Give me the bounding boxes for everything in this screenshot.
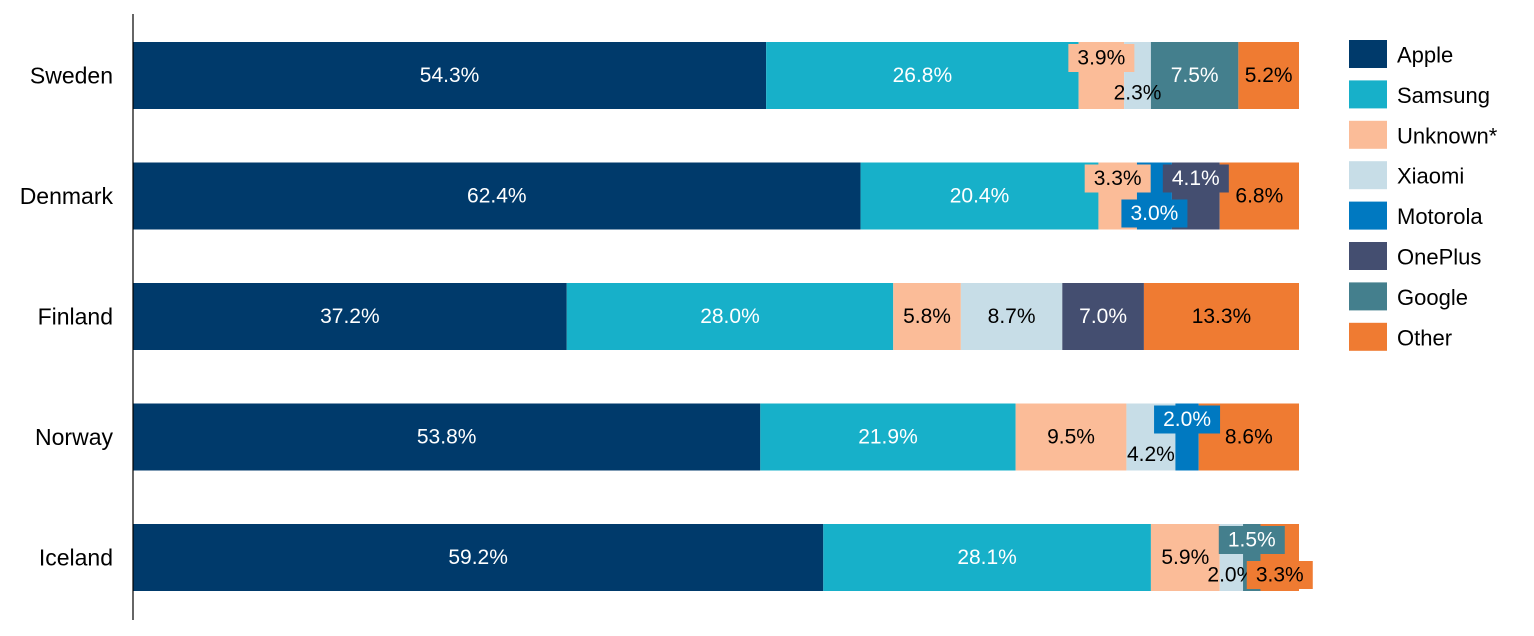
legend-swatch-oneplus xyxy=(1349,242,1387,270)
data-label-apple-sweden: 54.3% xyxy=(420,64,480,87)
data-label-other-sweden: 5.2% xyxy=(1245,64,1293,87)
data-label-box-oneplus-denmark xyxy=(1162,164,1229,193)
data-label-box-unknown-sweden xyxy=(1068,44,1135,72)
category-label-denmark: Denmark xyxy=(20,183,114,209)
category-label-iceland: Iceland xyxy=(39,545,113,571)
data-label-xiaomi-norway: 4.2% xyxy=(1127,443,1175,466)
legend-swatch-other xyxy=(1349,322,1387,351)
legend-label-google: Google xyxy=(1397,285,1468,310)
data-label-other-denmark: 6.8% xyxy=(1235,185,1283,208)
legend-swatch-motorola xyxy=(1349,201,1387,230)
bar-apple-iceland xyxy=(133,524,824,591)
bar-google-sweden xyxy=(1150,42,1239,109)
data-label-other-norway: 8.6% xyxy=(1225,426,1273,449)
data-label-samsung-denmark: 20.4% xyxy=(950,185,1010,208)
legend-label-motorola: Motorola xyxy=(1397,204,1483,229)
bar-oneplus-finland xyxy=(1062,283,1144,350)
bar-other-denmark xyxy=(1219,162,1299,230)
data-label-oneplus-finland: 7.0% xyxy=(1079,305,1127,328)
bar-apple-norway xyxy=(133,403,761,471)
data-label-google-iceland: 1.5% xyxy=(1228,529,1276,552)
data-label-apple-norway: 53.8% xyxy=(417,426,477,449)
category-label-finland: Finland xyxy=(38,304,113,330)
bar-unknown-iceland xyxy=(1150,524,1220,591)
data-label-box-other-iceland xyxy=(1246,561,1313,589)
data-label-unknown-sweden: 3.9% xyxy=(1077,47,1125,70)
data-label-xiaomi-iceland: 2.0% xyxy=(1207,564,1255,587)
bar-apple-finland xyxy=(133,283,567,350)
legend-swatch-xiaomi xyxy=(1349,161,1387,190)
data-label-unknown-iceland: 5.9% xyxy=(1161,546,1209,569)
category-label-sweden: Sweden xyxy=(30,63,113,89)
bar-samsung-sweden xyxy=(766,42,1079,109)
bar-apple-denmark xyxy=(133,162,861,230)
data-label-oneplus-denmark: 4.1% xyxy=(1172,167,1220,190)
legend-label-samsung: Samsung xyxy=(1397,83,1490,108)
data-label-other-iceland: 3.3% xyxy=(1256,564,1304,587)
legend-label-apple: Apple xyxy=(1397,43,1453,68)
legend-label-unknown: Unknown* xyxy=(1397,123,1498,148)
bar-other-finland xyxy=(1143,283,1299,350)
data-label-box-unknown-denmark xyxy=(1084,164,1151,193)
legend-swatch-samsung xyxy=(1349,80,1387,109)
data-label-samsung-norway: 21.9% xyxy=(858,426,918,449)
data-label-unknown-finland: 5.8% xyxy=(903,305,951,328)
bar-samsung-finland xyxy=(566,283,894,350)
legend-swatch-google xyxy=(1349,282,1387,311)
data-label-unknown-denmark: 3.3% xyxy=(1094,167,1142,190)
bar-samsung-iceland xyxy=(823,524,1151,591)
bar-samsung-denmark xyxy=(860,162,1099,230)
bars-group xyxy=(133,42,1299,591)
legend-swatch-apple xyxy=(1349,40,1387,68)
bar-xiaomi-finland xyxy=(960,283,1063,350)
legend-label-other: Other xyxy=(1397,325,1452,350)
legend-label-oneplus: OnePlus xyxy=(1397,245,1481,270)
data-label-box-motorola-denmark xyxy=(1121,199,1188,228)
data-label-box-google-iceland xyxy=(1218,526,1285,554)
data-labels-group: 54.3% 26.8% 3.9% 2.3% 7.5% 5.2% 62.4% 20.4% 3.3%… xyxy=(320,44,1313,589)
bar-other-sweden xyxy=(1238,42,1299,109)
category-label-norway: Norway xyxy=(35,424,113,450)
bar-unknown-norway xyxy=(1015,403,1127,471)
bar-samsung-norway xyxy=(760,403,1016,471)
data-label-xiaomi-sweden: 2.3% xyxy=(1114,82,1162,105)
data-label-apple-finland: 37.2% xyxy=(320,305,380,328)
data-label-unknown-norway: 9.5% xyxy=(1047,426,1095,449)
data-label-samsung-iceland: 28.1% xyxy=(957,546,1017,569)
legend-swatch-unknown xyxy=(1349,120,1387,149)
data-label-motorola-norway: 2.0% xyxy=(1163,408,1211,431)
bar-unknown-finland xyxy=(893,283,961,350)
data-label-apple-iceland: 59.2% xyxy=(448,546,508,569)
data-label-samsung-finland: 28.0% xyxy=(700,305,760,328)
data-label-xiaomi-finland: 8.7% xyxy=(988,305,1036,328)
data-label-google-sweden: 7.5% xyxy=(1171,64,1219,87)
data-label-other-finland: 13.3% xyxy=(1192,305,1252,328)
data-label-samsung-sweden: 26.8% xyxy=(893,64,953,87)
data-label-box-motorola-norway xyxy=(1154,405,1221,434)
data-label-apple-denmark: 62.4% xyxy=(467,185,527,208)
bar-apple-sweden xyxy=(133,42,767,109)
data-label-motorola-denmark: 3.0% xyxy=(1130,202,1178,225)
legend-label-xiaomi: Xiaomi xyxy=(1397,164,1464,189)
